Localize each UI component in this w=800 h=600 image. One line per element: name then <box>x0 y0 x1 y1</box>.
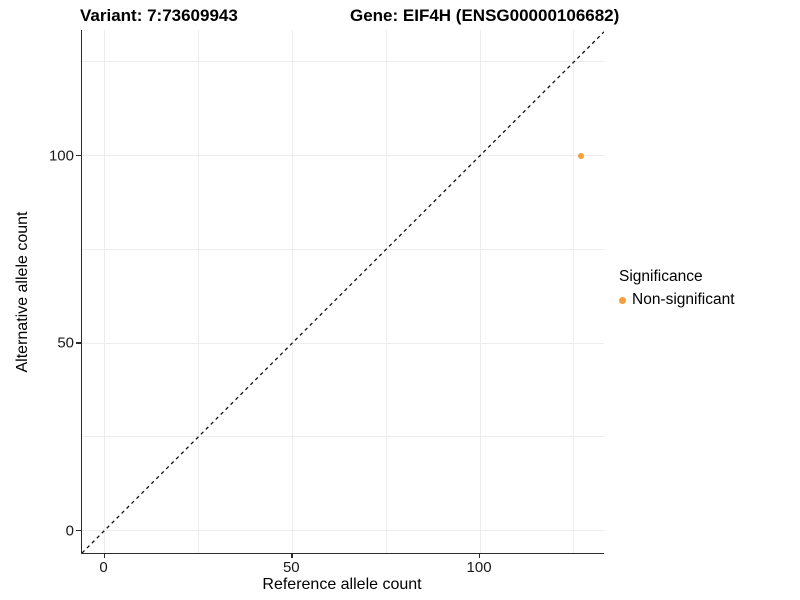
legend-entry: Non-significant <box>619 291 735 309</box>
x-tick-label: 0 <box>99 559 108 576</box>
y-tick-label: 50 <box>57 334 74 352</box>
legend-entries: Non-significant <box>619 291 735 309</box>
x-tick-label: 100 <box>466 559 492 576</box>
y-tick-label: 0 <box>65 522 74 539</box>
gene-title: Gene: EIF4H (ENSG00000106682) <box>350 6 620 25</box>
y-tick-mark <box>76 154 81 157</box>
gridline-vertical <box>291 30 293 553</box>
legend-key-dot-icon <box>619 296 626 304</box>
gridline-horizontal <box>82 248 604 250</box>
y-axis-title: Alternative allele count <box>14 211 31 373</box>
scatter-point <box>578 152 585 159</box>
gridline-vertical <box>573 30 575 553</box>
y-tick-mark <box>76 529 81 532</box>
y-tick-label: 100 <box>48 147 74 165</box>
gridline-horizontal <box>82 530 604 531</box>
x-tick-mark <box>291 553 293 558</box>
gridline-horizontal <box>82 436 604 438</box>
gridline-horizontal <box>82 61 604 63</box>
legend-title: Significance <box>619 268 703 285</box>
x-tick-mark <box>479 553 481 558</box>
x-axis-title: Reference allele count <box>262 576 422 593</box>
x-tick-mark <box>103 553 105 558</box>
y-tick-mark <box>76 342 81 344</box>
gridline-horizontal <box>82 342 604 344</box>
gridline-vertical <box>385 30 387 553</box>
gridline-horizontal <box>82 155 604 157</box>
legend: Significance Non-significant <box>619 268 735 309</box>
gridline-vertical <box>104 30 106 553</box>
x-tick-label: 50 <box>282 559 300 576</box>
variant-title: Variant: 7:73609943 <box>80 6 238 25</box>
gridline-vertical <box>479 30 481 553</box>
gridline-vertical <box>197 30 199 553</box>
legend-entry-label: Non-significant <box>632 291 735 308</box>
plot-panel <box>81 30 604 554</box>
identity-dashed-line <box>82 31 604 553</box>
